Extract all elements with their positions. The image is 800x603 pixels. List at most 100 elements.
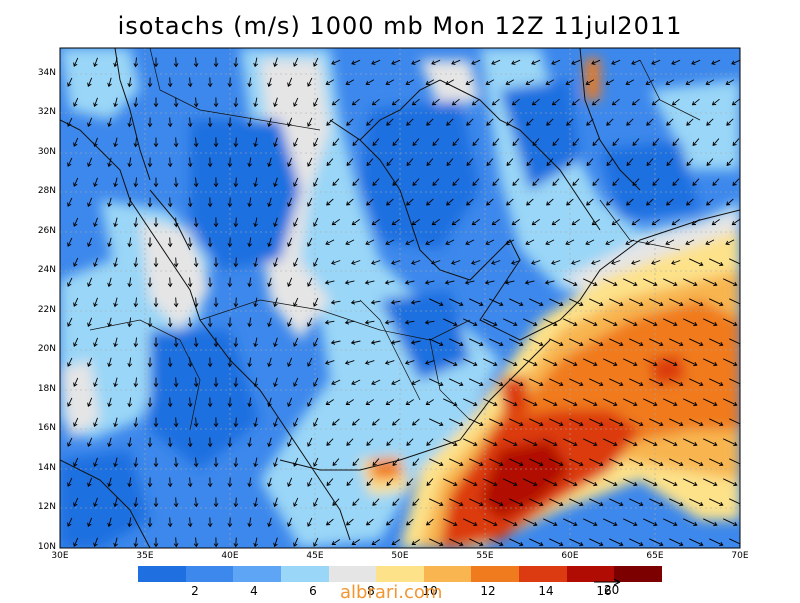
lat-tick-label: 26N (37, 226, 56, 236)
wind-vector-arrow (213, 377, 219, 388)
wind-vector-arrow (107, 117, 112, 128)
wind-vector-arrow (167, 477, 173, 488)
wind-vector-arrow (371, 539, 381, 545)
wind-vector-arrow (113, 137, 118, 148)
wind-vector-arrow (426, 478, 434, 487)
wind-vector-arrow (307, 437, 313, 447)
wind-vector-arrow (364, 360, 375, 365)
wind-vector-arrow (384, 319, 395, 325)
wind-vector-arrow (324, 360, 335, 365)
wind-vector-arrow (623, 318, 638, 327)
wind-vector-arrow (669, 418, 684, 427)
wind-vector-arrow (406, 478, 414, 487)
wind-vector-arrow (623, 518, 638, 527)
wind-vector-arrow (406, 118, 414, 126)
wind-vector-arrow (207, 237, 213, 248)
wind-vector-arrow (87, 237, 93, 247)
wind-vector-arrow (325, 518, 334, 526)
wind-vector-arrow (187, 277, 193, 288)
wind-vector-arrow (451, 260, 461, 265)
wind-vector-arrow (87, 357, 93, 367)
colorbar-label: 6 (309, 584, 317, 598)
wind-vector-arrow (611, 219, 620, 226)
wind-vector-arrow (463, 398, 478, 407)
wind-vector-arrow (425, 239, 435, 245)
wind-vector-arrow (147, 277, 153, 288)
wind-vector-arrow (466, 118, 474, 126)
colorbar-segment (138, 566, 186, 582)
wind-vector-arrow (313, 137, 319, 147)
wind-vector-arrow (193, 217, 199, 228)
wind-vector-arrow (287, 397, 293, 407)
wind-vector-arrow (671, 260, 681, 265)
wind-vector-arrow (346, 158, 354, 167)
wind-vector-arrow (213, 417, 219, 428)
wind-vector-arrow (629, 498, 644, 507)
wind-vector-arrow (451, 59, 461, 65)
wind-vector-arrow (366, 158, 374, 167)
wind-vector-arrow (729, 458, 740, 467)
wind-vector-arrow (431, 59, 441, 65)
wind-vector-arrow (643, 438, 658, 447)
wind-vector-arrow (391, 59, 401, 65)
lat-tick-label: 28N (37, 186, 56, 196)
wind-vector-arrow (529, 498, 544, 507)
wind-vector-arrow (446, 158, 454, 167)
wind-vector-arrow (543, 478, 558, 487)
wind-vector-arrow (313, 257, 319, 267)
wind-vector-arrow (73, 417, 79, 427)
wind-vector-arrow (73, 497, 79, 507)
wind-vector-arrow (287, 117, 293, 127)
wind-vector-arrow (87, 197, 93, 207)
wind-vector-arrow (632, 178, 640, 186)
wind-vector-arrow (73, 537, 79, 547)
wind-vector-arrow (709, 538, 724, 547)
wind-vector-arrow (651, 260, 661, 265)
wind-vector-arrow (93, 537, 98, 547)
wind-vector-arrow (307, 277, 313, 287)
wind-vector-arrow (173, 137, 179, 148)
wind-vector-arrow (489, 458, 504, 467)
wind-vector-arrow (153, 57, 159, 68)
wind-vector-arrow (589, 538, 604, 547)
wind-vector-arrow (669, 298, 684, 307)
wind-vector-arrow (509, 418, 524, 427)
wind-vector-arrow (253, 97, 259, 108)
wind-vector-arrow (726, 198, 734, 206)
colorbar-label: 10 (422, 584, 438, 598)
wind-vector-arrow (709, 458, 724, 467)
wind-vector-arrow (267, 157, 272, 168)
lat-tick-label: 14N (37, 463, 56, 473)
wind-vector-arrow (233, 57, 239, 68)
wind-vector-arrow (631, 260, 641, 265)
wind-vector-arrow (651, 59, 661, 65)
wind-vector-arrow (351, 418, 360, 426)
wind-vector-arrow (167, 277, 173, 288)
reference-vector-icon (594, 578, 621, 586)
wind-vector-arrow (127, 117, 133, 128)
wind-vector-arrow (689, 498, 704, 507)
wind-vector-arrow (233, 497, 239, 508)
lon-tick-label: 70E (731, 551, 749, 561)
wind-vector-arrow (385, 518, 394, 526)
wind-vector-arrow (87, 317, 93, 327)
wind-vector-arrow (87, 477, 93, 487)
wind-vector-arrow (326, 478, 334, 487)
wind-vector-arrow (546, 118, 554, 126)
wind-vector-arrow (626, 118, 634, 126)
wind-vector-arrow (370, 299, 381, 305)
wind-vector-arrow (113, 97, 118, 108)
wind-vector-arrow (412, 498, 420, 506)
wind-vector-arrow (612, 138, 620, 147)
wind-vector-arrow (546, 198, 554, 206)
wind-vector-arrow (372, 138, 380, 147)
wind-vector-arrow (287, 477, 293, 487)
wind-vector-arrow (529, 538, 544, 547)
wind-vector-arrow (233, 177, 239, 188)
wind-vector-arrow (626, 198, 634, 206)
wind-vector-arrow (451, 98, 460, 106)
colorbar-segment (233, 566, 281, 582)
wind-vector-arrow (649, 498, 664, 507)
wind-vector-arrow (173, 497, 179, 508)
wind-vector-arrow (731, 219, 740, 226)
